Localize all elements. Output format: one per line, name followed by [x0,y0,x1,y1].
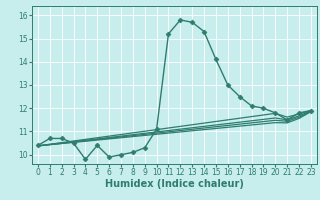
X-axis label: Humidex (Indice chaleur): Humidex (Indice chaleur) [105,179,244,189]
